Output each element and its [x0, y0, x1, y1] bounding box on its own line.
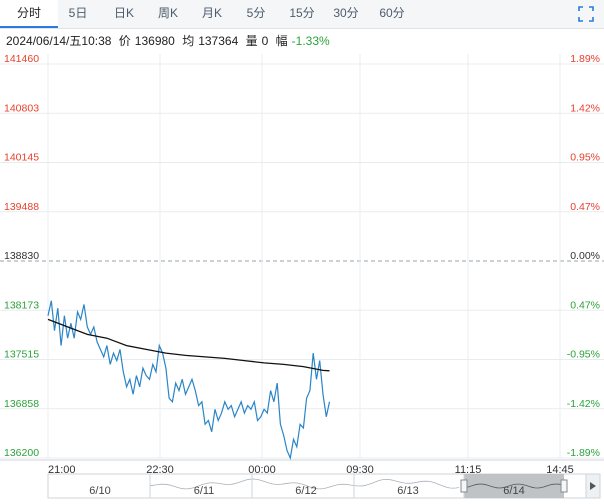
y-tick-right: -1.89%	[567, 447, 600, 459]
tab-5day[interactable]: 5日	[68, 6, 88, 20]
y-tick-left: 140803	[4, 102, 39, 114]
y-axis-left: 141460 140803 140145 139488 138830 138173 1375…	[4, 53, 39, 459]
volume-value: 0	[261, 34, 269, 48]
y-tick-left: 140145	[4, 152, 39, 164]
y-tick-left: 137515	[4, 349, 39, 361]
y-tick-right: -1.42%	[567, 398, 600, 410]
navigator-date-label: 6/11	[194, 485, 215, 497]
price-value: 136980	[134, 34, 175, 48]
tab-5min[interactable]: 5分	[246, 6, 266, 20]
tab-60min[interactable]: 60分	[379, 6, 405, 20]
x-tick-label: 21:00	[48, 464, 76, 476]
y-tick-left: 138173	[4, 299, 39, 311]
chart-grid	[0, 54, 604, 461]
chart-series	[47, 300, 331, 461]
x-tick-label: 22:30	[146, 464, 174, 476]
y-tick-left: 141460	[4, 53, 39, 65]
y-tick-left: 136858	[4, 398, 39, 410]
tab-30min[interactable]: 30分	[333, 6, 359, 20]
x-axis: 21:00 22:30 00:00 09:30 11:15 14:45	[48, 464, 574, 476]
y-tick-right: 0.47%	[570, 299, 600, 311]
navigator-date-label: 6/14	[503, 485, 524, 497]
y-axis-right: 1.89% 1.42% 0.95% 0.47% 0.00% 0.47% -0.95% -1.4…	[567, 53, 600, 459]
navigator-handle[interactable]	[460, 479, 468, 493]
x-tick-label: 09:30	[346, 464, 374, 476]
y-tick-left: 136200	[4, 447, 39, 459]
y-tick-right: 1.89%	[570, 53, 600, 65]
volume-label: 量	[245, 34, 258, 48]
tab-monthly-k[interactable]: 月K	[201, 6, 222, 20]
fullscreen-icon[interactable]	[578, 6, 594, 22]
y-tick-left: 138830	[4, 250, 39, 262]
y-tick-right: -0.95%	[567, 349, 600, 361]
average-line	[47, 318, 330, 372]
change-label: 幅	[275, 34, 288, 48]
period-tabs: 分时 5日 日K 周K 月K 5分 15分 30分 60分	[0, 0, 604, 29]
change-value: -1.33%	[291, 34, 330, 48]
x-tick-label: 00:00	[248, 464, 276, 476]
navigator-sparkline	[149, 478, 460, 490]
range-navigator[interactable]: 6/10 6/11 6/12 6/13 6/14	[47, 473, 601, 499]
y-tick-left: 139488	[4, 201, 39, 213]
y-tick-right: 1.42%	[570, 102, 600, 114]
quote-datetime: 2024/06/14/五10:38	[6, 34, 112, 48]
navigator-sparkline-selected	[465, 483, 563, 489]
avg-value: 137364	[198, 34, 239, 48]
navigator-date-label: 6/12	[295, 485, 316, 497]
tab-weekly-k[interactable]: 周K	[157, 6, 178, 20]
avg-label: 均	[182, 34, 195, 48]
price-label: 价	[118, 34, 131, 48]
price-line	[47, 300, 331, 461]
y-tick-right: 0.00%	[570, 250, 600, 262]
chevron-right-icon	[590, 482, 596, 490]
tab-fenshi[interactable]: 分时	[0, 0, 58, 28]
y-tick-right: 0.95%	[570, 152, 600, 164]
navigator-date-label: 6/13	[397, 485, 418, 497]
tab-daily-k[interactable]: 日K	[113, 6, 134, 20]
y-tick-right: 0.47%	[570, 201, 600, 213]
navigator-date-label: 6/10	[89, 485, 110, 497]
tab-15min[interactable]: 15分	[289, 6, 315, 20]
x-tick-label: 11:15	[455, 464, 482, 476]
navigator-handle[interactable]	[560, 479, 568, 493]
x-tick-label: 14:45	[546, 464, 574, 476]
